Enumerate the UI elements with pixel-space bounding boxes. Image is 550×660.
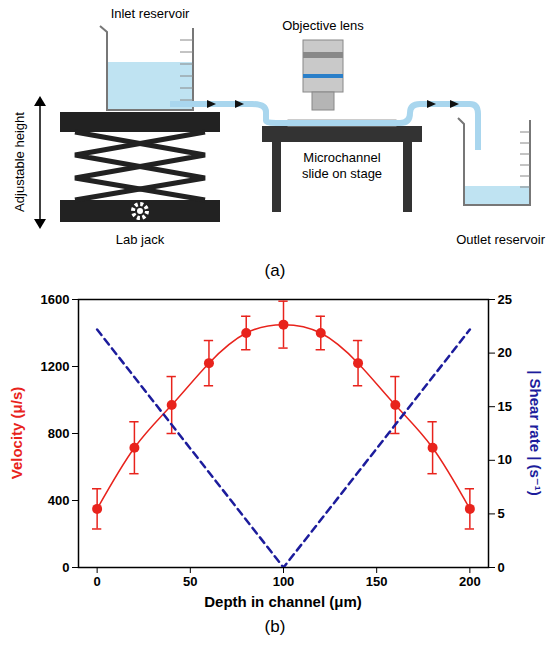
svg-text:Lab jack: Lab jack — [116, 232, 165, 247]
svg-text:400: 400 — [48, 493, 70, 508]
svg-text:0: 0 — [498, 560, 505, 575]
svg-text:Inlet reservoir: Inlet reservoir — [111, 6, 190, 21]
svg-text:0: 0 — [94, 574, 101, 589]
svg-text:800: 800 — [48, 426, 70, 441]
svg-text:10: 10 — [498, 452, 512, 467]
svg-text:Velocity (μ/s): Velocity (μ/s) — [8, 387, 25, 480]
svg-text:150: 150 — [366, 574, 388, 589]
svg-text:slide on stage: slide on stage — [302, 166, 382, 181]
svg-text:Objective lens: Objective lens — [282, 18, 364, 33]
svg-text:1200: 1200 — [41, 359, 70, 374]
svg-text:Depth in channel (μm): Depth in channel (μm) — [204, 593, 362, 610]
svg-text:| Shear rate | (s⁻¹): | Shear rate | (s⁻¹) — [527, 370, 544, 496]
svg-text:200: 200 — [459, 574, 481, 589]
svg-text:50: 50 — [183, 574, 197, 589]
svg-text:25: 25 — [498, 292, 512, 307]
html-text:(b): (b) — [264, 617, 286, 636]
svg-text:100: 100 — [273, 574, 295, 589]
svg-text:0: 0 — [62, 560, 69, 575]
svg-text:15: 15 — [498, 399, 512, 414]
svg-text:5: 5 — [498, 506, 505, 521]
svg-text:(a): (a) — [265, 261, 286, 280]
svg-text:20: 20 — [498, 345, 512, 360]
svg-text:1600: 1600 — [41, 292, 70, 307]
svg-text:Microchannel: Microchannel — [303, 150, 380, 165]
svg-text:Adjustable height: Adjustable height — [12, 112, 27, 212]
svg-text:Outlet reservoir: Outlet reservoir — [456, 232, 546, 247]
